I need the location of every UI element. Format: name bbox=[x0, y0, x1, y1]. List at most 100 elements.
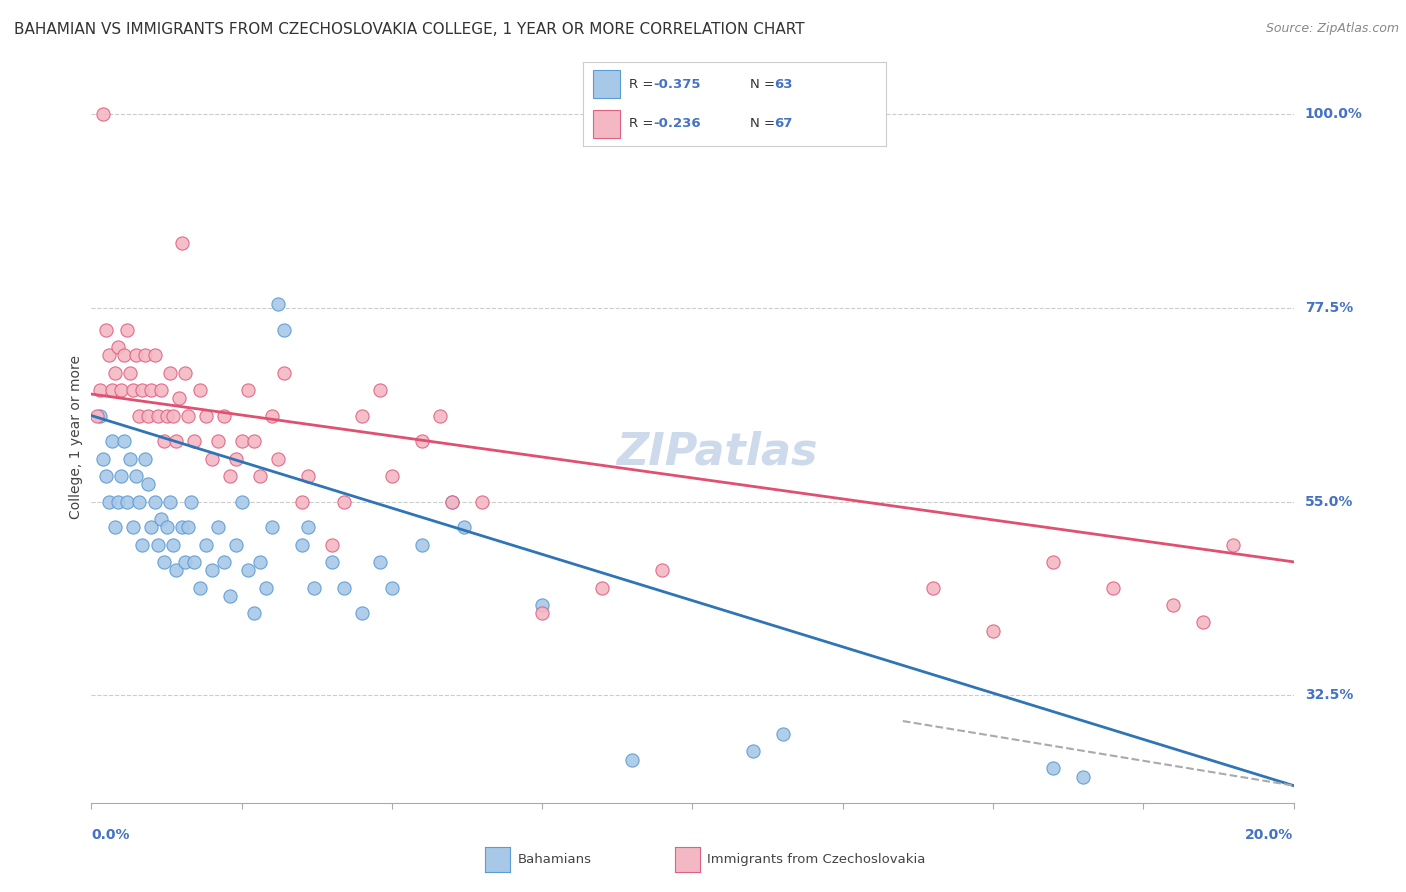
Point bbox=[101, 434, 124, 449]
Point bbox=[162, 538, 184, 552]
Point bbox=[98, 348, 121, 362]
Point bbox=[225, 538, 247, 552]
Point bbox=[236, 564, 259, 578]
Point bbox=[141, 520, 163, 534]
Point bbox=[159, 366, 181, 380]
Point bbox=[114, 348, 136, 362]
Point bbox=[114, 434, 136, 449]
Point bbox=[201, 564, 224, 578]
Point bbox=[621, 753, 644, 767]
Point bbox=[1161, 598, 1184, 612]
Point bbox=[117, 322, 139, 336]
Point bbox=[302, 581, 325, 595]
Point bbox=[741, 744, 763, 758]
Point bbox=[381, 468, 404, 483]
Point bbox=[93, 107, 115, 121]
Text: Immigrants from Czechoslovakia: Immigrants from Czechoslovakia bbox=[707, 854, 925, 866]
Point bbox=[267, 451, 290, 466]
Point bbox=[297, 520, 319, 534]
Point bbox=[117, 494, 139, 508]
Point bbox=[207, 520, 229, 534]
Point bbox=[107, 494, 129, 508]
Point bbox=[249, 555, 271, 569]
Point bbox=[441, 494, 464, 508]
Point bbox=[242, 434, 264, 449]
Point bbox=[194, 538, 217, 552]
Point bbox=[981, 624, 1004, 638]
Point bbox=[162, 409, 184, 423]
Point bbox=[131, 538, 153, 552]
Point bbox=[321, 555, 343, 569]
Point bbox=[173, 366, 195, 380]
Point bbox=[260, 520, 283, 534]
Point bbox=[207, 434, 229, 449]
Point bbox=[411, 434, 433, 449]
Point bbox=[107, 340, 129, 354]
Text: 77.5%: 77.5% bbox=[1305, 301, 1353, 315]
Point bbox=[155, 520, 177, 534]
Point bbox=[93, 451, 115, 466]
Point bbox=[381, 581, 404, 595]
Point bbox=[291, 494, 314, 508]
Point bbox=[122, 383, 145, 397]
Point bbox=[183, 434, 205, 449]
Point bbox=[922, 581, 945, 595]
Point bbox=[96, 322, 118, 336]
Point bbox=[134, 451, 156, 466]
Point bbox=[254, 581, 277, 595]
Point bbox=[173, 555, 195, 569]
Point bbox=[333, 581, 356, 595]
Point bbox=[201, 451, 224, 466]
Point bbox=[368, 383, 391, 397]
Point bbox=[89, 383, 111, 397]
Bar bbox=[592, 111, 620, 137]
Text: Bahamians: Bahamians bbox=[517, 854, 592, 866]
Text: -0.375: -0.375 bbox=[652, 78, 700, 90]
Point bbox=[1222, 538, 1244, 552]
Text: 55.0%: 55.0% bbox=[1305, 495, 1353, 508]
Point bbox=[143, 348, 166, 362]
Point bbox=[212, 555, 235, 569]
Point bbox=[152, 434, 174, 449]
Text: N =: N = bbox=[749, 118, 779, 130]
Point bbox=[149, 512, 172, 526]
Point bbox=[125, 348, 148, 362]
Point bbox=[273, 322, 295, 336]
Point bbox=[141, 383, 163, 397]
Point bbox=[176, 409, 198, 423]
Point bbox=[98, 494, 121, 508]
Point bbox=[411, 538, 433, 552]
Point bbox=[170, 520, 193, 534]
Point bbox=[429, 409, 451, 423]
Point bbox=[1192, 615, 1215, 629]
Text: 0.0%: 0.0% bbox=[91, 828, 129, 842]
Point bbox=[188, 581, 211, 595]
Point bbox=[1042, 761, 1064, 775]
Text: 67: 67 bbox=[773, 118, 793, 130]
Text: BAHAMIAN VS IMMIGRANTS FROM CZECHOSLOVAKIA COLLEGE, 1 YEAR OR MORE CORRELATION C: BAHAMIAN VS IMMIGRANTS FROM CZECHOSLOVAK… bbox=[14, 22, 804, 37]
Point bbox=[453, 520, 475, 534]
Point bbox=[128, 494, 150, 508]
Point bbox=[441, 494, 464, 508]
Point bbox=[531, 607, 554, 621]
Point bbox=[138, 409, 160, 423]
Point bbox=[225, 451, 247, 466]
Text: 32.5%: 32.5% bbox=[1305, 689, 1353, 702]
Point bbox=[772, 727, 794, 741]
Point bbox=[350, 607, 373, 621]
Point bbox=[291, 538, 314, 552]
Point bbox=[273, 366, 295, 380]
Point bbox=[591, 581, 613, 595]
Point bbox=[194, 409, 217, 423]
Point bbox=[134, 348, 156, 362]
Point bbox=[260, 409, 283, 423]
Text: R =: R = bbox=[628, 78, 658, 90]
Point bbox=[155, 409, 177, 423]
Point bbox=[180, 494, 202, 508]
Text: 100.0%: 100.0% bbox=[1305, 107, 1362, 121]
Point bbox=[138, 477, 160, 491]
Point bbox=[152, 555, 174, 569]
Point bbox=[120, 366, 142, 380]
Point bbox=[333, 494, 356, 508]
Point bbox=[159, 494, 181, 508]
